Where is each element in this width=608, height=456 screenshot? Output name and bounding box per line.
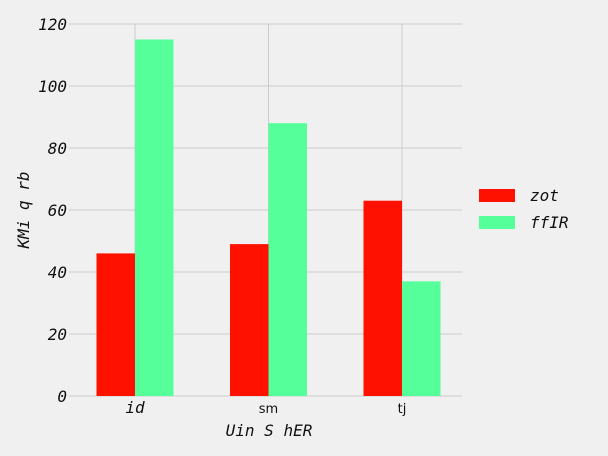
- bar-ffIR-tj: [402, 281, 441, 396]
- y-tick-label: 60: [48, 201, 67, 220]
- bar-zot-id: [96, 253, 135, 396]
- y-tick-label: 40: [48, 263, 67, 282]
- legend-label-zot: zot: [530, 186, 559, 205]
- legend-label-ffIR: ffIR: [530, 213, 569, 232]
- x-tick-label: sm: [259, 402, 278, 417]
- x-axis-label: Uin S hER: [226, 421, 313, 440]
- y-tick-label: 120: [38, 15, 67, 34]
- bar-ffIR-sm: [268, 123, 307, 396]
- bars: [96, 39, 441, 396]
- x-tick-label: id: [125, 398, 145, 417]
- x-tick-label: tj: [398, 402, 407, 417]
- y-tick-label: 20: [48, 325, 67, 344]
- legend-swatch-ffIR: [479, 216, 515, 229]
- bar-ffIR-id: [135, 39, 174, 396]
- bar-zot-tj: [363, 200, 402, 396]
- y-tick-label: 0: [57, 387, 67, 406]
- bar-zot-sm: [230, 244, 269, 396]
- y-tick-label: 100: [38, 77, 67, 96]
- x-ticks: id sm tj: [125, 398, 406, 417]
- y-ticks: 0 20 40 60 80 100 120: [38, 15, 67, 406]
- y-axis-label: KMi q rb: [14, 171, 33, 249]
- legend-swatch-zot: [479, 189, 515, 202]
- legend: zot ffIR: [479, 186, 569, 232]
- y-tick-label: 80: [48, 139, 67, 158]
